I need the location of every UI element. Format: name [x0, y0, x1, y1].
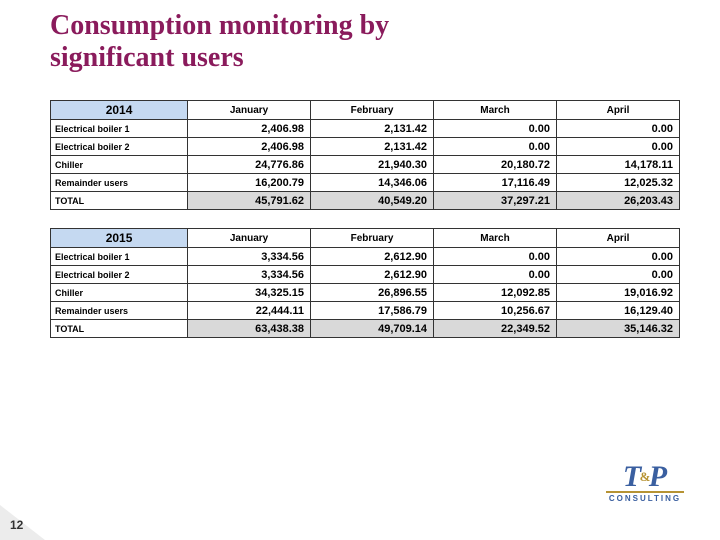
cell: 2,406.98 [188, 138, 311, 156]
table-row: Chiller 34,325.15 26,896.55 12,092.85 19… [51, 284, 680, 302]
table-row: Remainder users 16,200.79 14,346.06 17,1… [51, 174, 680, 192]
month-header: January [188, 229, 311, 248]
cell: 2,612.90 [311, 266, 434, 284]
cell: 34,325.15 [188, 284, 311, 302]
month-header: March [434, 101, 557, 120]
total-cell: 26,203.43 [556, 192, 679, 210]
table-2014: 2014 January February March April Electr… [50, 100, 680, 210]
cell: 12,025.32 [556, 174, 679, 192]
logo-letters: T P & [600, 465, 690, 489]
row-label: Electrical boiler 1 [51, 120, 188, 138]
cell: 3,334.56 [188, 248, 311, 266]
page-number: 12 [10, 518, 23, 532]
cell: 26,896.55 [311, 284, 434, 302]
total-label: TOTAL [51, 192, 188, 210]
header-row: 2015 January February March April [51, 229, 680, 248]
month-header: January [188, 101, 311, 120]
total-row: TOTAL 63,438.38 49,709.14 22,349.52 35,1… [51, 320, 680, 338]
row-label: Electrical boiler 2 [51, 266, 188, 284]
year-cell: 2014 [51, 101, 188, 120]
cell: 2,131.42 [311, 138, 434, 156]
cell: 24,776.86 [188, 156, 311, 174]
total-cell: 63,438.38 [188, 320, 311, 338]
cell: 0.00 [556, 266, 679, 284]
cell: 0.00 [434, 248, 557, 266]
row-label: Chiller [51, 156, 188, 174]
logo-ampersand-icon: & [640, 472, 651, 482]
title-line-1: Consumption monitoring by [50, 10, 389, 41]
cell: 22,444.11 [188, 302, 311, 320]
cell: 3,334.56 [188, 266, 311, 284]
month-header: February [311, 229, 434, 248]
total-cell: 35,146.32 [556, 320, 679, 338]
cell: 2,612.90 [311, 248, 434, 266]
row-label: Remainder users [51, 302, 188, 320]
total-cell: 45,791.62 [188, 192, 311, 210]
cell: 16,129.40 [556, 302, 679, 320]
cell: 20,180.72 [434, 156, 557, 174]
cell: 0.00 [556, 120, 679, 138]
total-label: TOTAL [51, 320, 188, 338]
cell: 17,116.49 [434, 174, 557, 192]
cell: 2,131.42 [311, 120, 434, 138]
month-header: February [311, 101, 434, 120]
cell: 0.00 [556, 248, 679, 266]
header-row: 2014 January February March April [51, 101, 680, 120]
table-row: Remainder users 22,444.11 17,586.79 10,2… [51, 302, 680, 320]
table-2015: 2015 January February March April Electr… [50, 228, 680, 338]
year-cell: 2015 [51, 229, 188, 248]
total-cell: 22,349.52 [434, 320, 557, 338]
row-label: Remainder users [51, 174, 188, 192]
logo: T P & CONSULTING [600, 465, 690, 520]
cell: 17,586.79 [311, 302, 434, 320]
total-row: TOTAL 45,791.62 40,549.20 37,297.21 26,2… [51, 192, 680, 210]
row-label: Electrical boiler 2 [51, 138, 188, 156]
title-line-2: significant users [50, 42, 244, 73]
cell: 0.00 [434, 138, 557, 156]
table-row: Electrical boiler 1 3,334.56 2,612.90 0.… [51, 248, 680, 266]
row-label: Chiller [51, 284, 188, 302]
cell: 10,256.67 [434, 302, 557, 320]
table-row: Chiller 24,776.86 21,940.30 20,180.72 14… [51, 156, 680, 174]
cell: 14,346.06 [311, 174, 434, 192]
total-cell: 49,709.14 [311, 320, 434, 338]
cell: 19,016.92 [556, 284, 679, 302]
total-cell: 40,549.20 [311, 192, 434, 210]
cell: 16,200.79 [188, 174, 311, 192]
table-row: Electrical boiler 1 2,406.98 2,131.42 0.… [51, 120, 680, 138]
logo-p: P [649, 460, 667, 493]
slide-title: Consumption monitoring by significant us… [50, 10, 389, 74]
total-cell: 37,297.21 [434, 192, 557, 210]
logo-subtitle: CONSULTING [600, 494, 690, 503]
tables-container: 2014 January February March April Electr… [50, 100, 680, 356]
cell: 21,940.30 [311, 156, 434, 174]
logo-t: T [623, 460, 641, 493]
cell: 0.00 [434, 266, 557, 284]
month-header: April [556, 229, 679, 248]
row-label: Electrical boiler 1 [51, 248, 188, 266]
cell: 14,178.11 [556, 156, 679, 174]
cell: 0.00 [556, 138, 679, 156]
table-row: Electrical boiler 2 3,334.56 2,612.90 0.… [51, 266, 680, 284]
month-header: March [434, 229, 557, 248]
table-row: Electrical boiler 2 2,406.98 2,131.42 0.… [51, 138, 680, 156]
cell: 12,092.85 [434, 284, 557, 302]
cell: 2,406.98 [188, 120, 311, 138]
month-header: April [556, 101, 679, 120]
cell: 0.00 [434, 120, 557, 138]
